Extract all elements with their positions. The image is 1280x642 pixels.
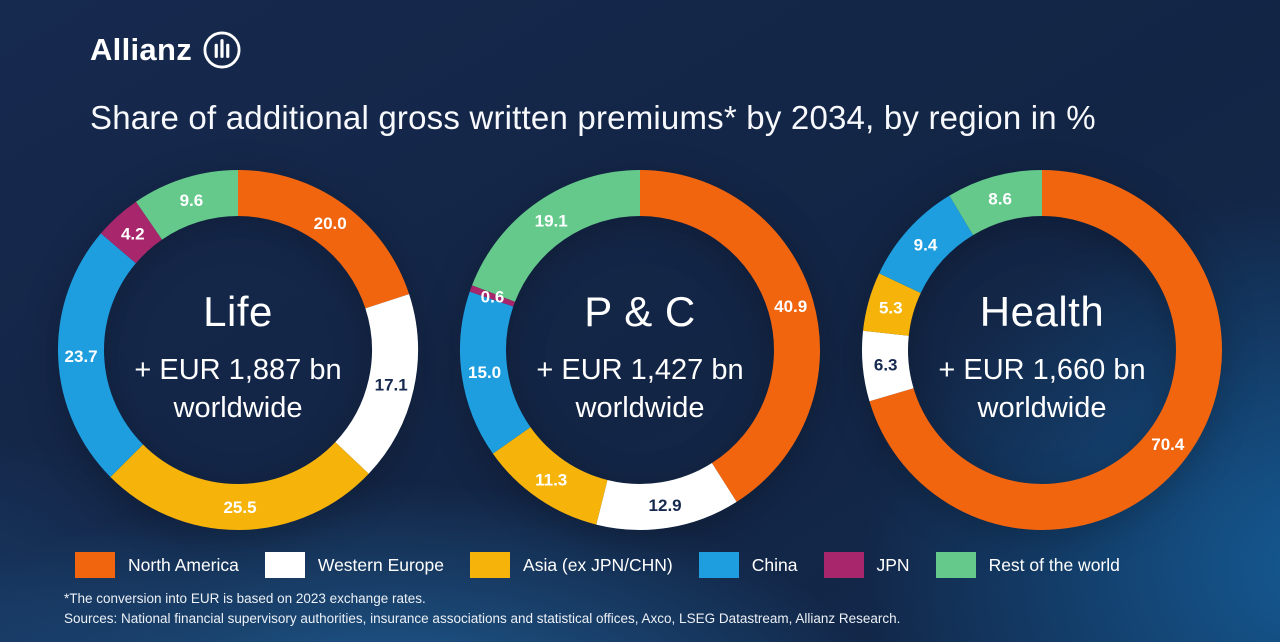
- segment-north-america: [639, 170, 820, 502]
- donut-charts-row: 20.0 17.1 25.5 23.7 4.2 9.6 Life + EUR 1,887 …: [52, 164, 1228, 536]
- legend-swatch-asia-ex-jpn-chn: [470, 552, 511, 578]
- legend-item-asia-ex-jpn-chn: Asia (ex JPN/CHN): [470, 552, 673, 578]
- segment-china: [879, 195, 974, 294]
- legend-swatch-north-america: [75, 552, 115, 578]
- segment-value-china: 9.4: [914, 236, 938, 255]
- segment-value-western-europe: 12.9: [649, 496, 682, 515]
- legend-swatch-western-europe: [264, 552, 305, 578]
- legend-label: JPN: [876, 554, 910, 575]
- segment-asia-ex-jpn-chn: [492, 426, 609, 525]
- allianz-logo-text: Allianz: [90, 32, 193, 67]
- segment-rest-of-the-world: [135, 170, 239, 240]
- legend-label: Western Europe: [317, 554, 445, 575]
- segment-value-western-europe: 6.3: [874, 355, 898, 374]
- segment-jpn: [100, 201, 163, 264]
- segment-value-north-america: 20.0: [314, 214, 347, 233]
- footnote-sources: Sources: National financial supervisory …: [64, 611, 901, 627]
- donut-chart-pc: 40.9 12.9 11.3 15.0 0.6 19.1: [460, 170, 820, 530]
- segment-china: [58, 233, 144, 477]
- segment-value-rest-of-the-world: 8.6: [988, 190, 1012, 209]
- segment-china: [460, 291, 531, 454]
- segment-value-china: 15.0: [468, 363, 501, 382]
- segment-western-europe: [334, 294, 418, 474]
- donut-chart-life: 20.0 17.1 25.5 23.7 4.2 9.6: [58, 170, 418, 530]
- segment-western-europe: [596, 462, 737, 530]
- segment-value-jpn: 4.2: [121, 224, 145, 243]
- legend-label: North America: [128, 554, 239, 575]
- legend-item-north-america: North America: [75, 552, 239, 578]
- segment-jpn: [469, 285, 516, 307]
- legend-swatch-china: [698, 552, 739, 578]
- legend-item-rest-of-the-world: Rest of the world: [935, 552, 1120, 578]
- footnote-conversion: *The conversion into EUR is based on 202…: [64, 591, 426, 606]
- allianz-logo: Allianz: [90, 30, 242, 70]
- segment-value-asia-ex-jpn-chn: 25.5: [223, 498, 256, 517]
- legend-label: Rest of the world: [988, 554, 1120, 575]
- segment-value-western-europe: 17.1: [375, 375, 408, 394]
- legend: North America Western Europe Asia (ex JPN/…: [75, 552, 1120, 578]
- legend-swatch-jpn: [823, 552, 864, 578]
- segment-value-asia-ex-jpn-chn: 11.3: [535, 470, 567, 489]
- segment-value-rest-of-the-world: 9.6: [180, 191, 204, 210]
- legend-item-jpn: JPN: [823, 552, 910, 578]
- legend-swatch-rest-of-the-world: [935, 552, 976, 578]
- segment-value-asia-ex-jpn-chn: 5.3: [879, 299, 903, 318]
- legend-label: Asia (ex JPN/CHN): [523, 554, 673, 575]
- donut-card-health: 70.4 6.3 5.3 9.4 8.6 Health + EUR 1,660 bn w…: [856, 164, 1228, 536]
- allianz-circle-bars-icon: [203, 31, 241, 69]
- donut-card-pc: 40.9 12.9 11.3 15.0 0.6 19.1 P & C + EUR 1,42…: [454, 164, 826, 536]
- segment-value-china: 23.7: [65, 347, 98, 366]
- segment-value-north-america: 70.4: [1151, 435, 1185, 454]
- segment-rest-of-the-world: [472, 170, 641, 303]
- donut-chart-health: 70.4 6.3 5.3 9.4 8.6: [862, 170, 1222, 530]
- segment-western-europe: [862, 330, 914, 402]
- page-title: Share of additional gross written premiu…: [90, 99, 1096, 136]
- segment-asia-ex-jpn-chn: [110, 441, 369, 530]
- segment-value-north-america: 40.9: [774, 297, 807, 316]
- legend-label: China: [751, 554, 798, 575]
- legend-item-western-europe: Western Europe: [264, 552, 445, 578]
- legend-item-china: China: [698, 552, 798, 578]
- segment-value-jpn: 0.6: [481, 287, 505, 306]
- segment-rest-of-the-world: [949, 170, 1043, 236]
- segment-north-america: [237, 170, 410, 309]
- donut-card-life: 20.0 17.1 25.5 23.7 4.2 9.6 Life + EUR 1,887 …: [52, 164, 424, 536]
- segment-asia-ex-jpn-chn: [863, 273, 921, 337]
- segment-value-rest-of-the-world: 19.1: [535, 211, 568, 230]
- footnotes: *The conversion into EUR is based on 202…: [64, 589, 900, 630]
- segment-north-america: [869, 170, 1222, 530]
